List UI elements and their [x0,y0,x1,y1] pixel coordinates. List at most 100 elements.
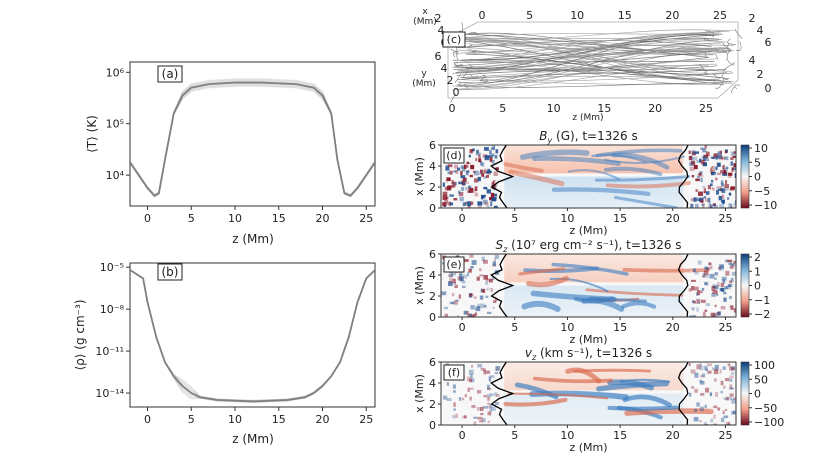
c-left-x-tick: 4 [438,24,445,37]
map-noise-pixel [728,192,732,196]
map-noise-pixel [693,301,697,304]
map-streak [622,267,710,273]
map-noise-pixel [448,201,451,207]
map-noise-pixel [453,181,457,186]
footpoint-loop [468,43,473,47]
map-contour-left [490,145,515,208]
footpoint-loop [715,54,719,60]
map-noise-pixel [448,411,454,415]
map-noise-pixel [454,284,458,289]
map-ytick-label: 4 [429,160,436,173]
map-noise-pixel [483,168,488,174]
map-noise-pixel [706,169,711,173]
map-noise-pixel [697,187,701,191]
field-line [460,38,717,62]
panel-f-colorbar [740,361,750,426]
map-xtick-label: 0 [459,212,466,225]
map-noise-pixel [711,283,717,286]
map-noise-pixel [464,259,469,262]
map-noise-pixel [451,185,456,188]
c-top-tick: 10 [570,9,584,22]
b-ensemble-line [130,269,375,402]
map-noise-pixel [494,297,498,302]
map-noise-pixel [464,181,469,185]
map-noise-pixel [467,185,472,189]
map-noise-pixel [734,200,736,204]
map-noise-pixel [733,308,736,313]
map-noise-pixel [462,274,467,279]
map-noise-pixel [729,384,733,389]
map-noise-pixel [705,303,711,306]
map-noise-pixel [713,378,717,382]
panel-c-right-edge [717,22,739,99]
colorbar-tick-label: −1 [754,294,770,307]
map-noise-pixel [480,367,484,371]
map-noise-pixel [713,173,718,178]
footpoint-loop [705,30,715,38]
map-noise-pixel [461,186,465,192]
map-noise-pixel [715,189,720,195]
map-noise-pixel [493,205,498,208]
map-noise-pixel [449,194,454,197]
map-streak [551,262,629,276]
map-noise-pixel [479,274,484,277]
map-noise-pixel [473,296,477,299]
b-mean-line [130,269,375,403]
map-noise-pixel [470,378,475,383]
map-noise-pixel [455,201,460,207]
map-noise-pixel [495,393,500,398]
map-noise-pixel [700,181,704,184]
map-noise-pixel [694,388,698,393]
b-xtick-label: 0 [144,413,151,426]
map-noise-pixel [491,181,496,185]
map-noise-pixel [467,387,470,393]
map-noise-pixel [711,367,715,371]
map-noise-pixel [441,276,445,281]
footpoint-loop [731,86,735,94]
map-noise-pixel [459,197,464,202]
map-noise-pixel [491,406,496,411]
footpoint-loop [714,78,724,89]
map-noise-pixel [488,149,492,155]
map-noise-pixel [478,154,481,159]
map-noise-pixel [709,405,714,411]
map-noise-pixel [703,196,707,199]
map-noise-pixel [708,294,712,299]
map-noise-pixel [449,278,455,284]
map-noise-pixel [471,260,477,265]
map-noise-pixel [489,393,495,397]
map-noise-pixel [729,262,732,266]
map-noise-pixel [473,305,479,308]
map-ytick-label: 2 [429,290,436,303]
map-noise-pixel [479,169,483,174]
map-noise-pixel [441,291,447,296]
map-noise-pixel [465,277,468,281]
map-noise-pixel [444,282,448,288]
map-noise-pixel [713,153,718,158]
map-noise-pixel [711,286,716,291]
b-ensemble-line [130,269,375,403]
map-noise-pixel [726,423,731,425]
map-noise-pixel [710,312,716,317]
map-noise-pixel [701,288,705,291]
map-noise-pixel [730,277,734,283]
map-noise-pixel [702,187,705,192]
colorbar-tick-label: 100 [754,359,775,372]
map-noise-pixel [692,172,697,176]
map-noise-pixel [481,169,487,175]
panel-d-colorbar [740,144,750,209]
map-xtick-label: 15 [613,429,627,442]
map-noise-pixel [710,199,715,202]
map-noise-pixel [696,174,701,179]
b-ensemble-line [130,269,375,402]
map-noise-pixel [483,369,487,375]
a-xtick-label: 0 [144,212,151,225]
panel-d-image [441,145,736,208]
map-ytick-label: 2 [429,398,436,411]
map-noise-pixel [712,204,717,207]
map-noise-pixel [731,284,734,288]
map-noise-pixel [720,170,725,174]
map-noise-pixel [706,371,712,374]
map-noise-pixel [689,315,692,317]
map-noise-pixel [479,268,482,272]
